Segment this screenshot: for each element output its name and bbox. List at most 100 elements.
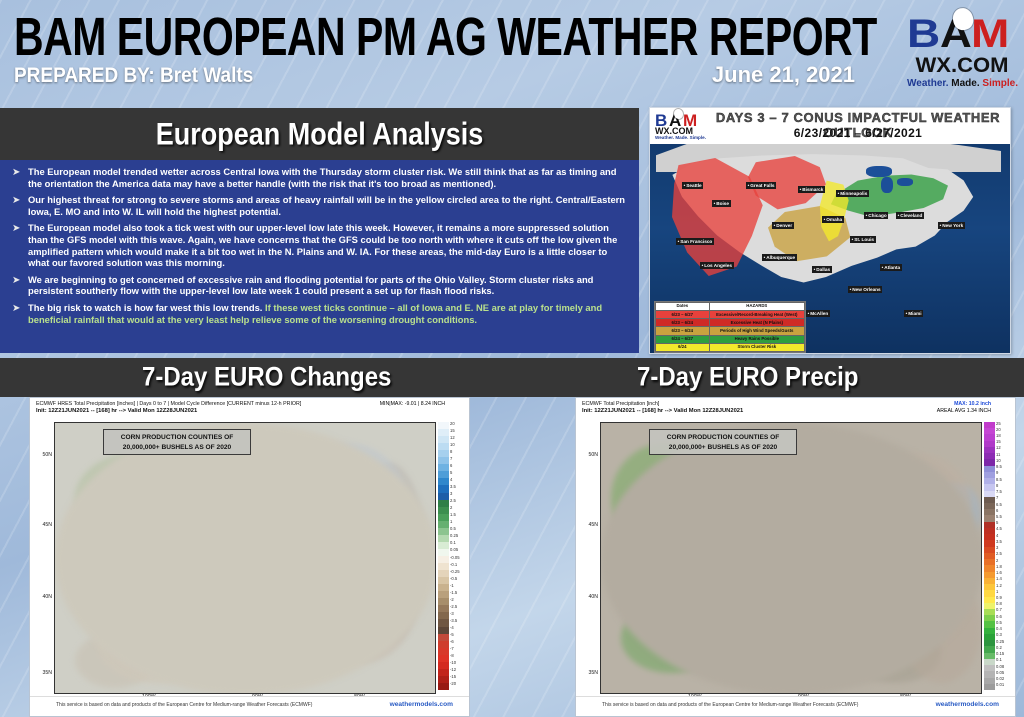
- legend-row: 6/23 – 6/27 Excessive/Record-Breaking Hea…: [655, 310, 806, 320]
- colorbar-tick-label: 9: [996, 470, 999, 476]
- colorbar-tick-label: 3: [996, 545, 999, 551]
- legend-col-dates: Dates: [655, 301, 710, 312]
- colorbar-swatch: [984, 446, 995, 454]
- colorbar-swatch: [438, 548, 449, 557]
- colorbar-tick-label: 18: [996, 432, 1001, 438]
- colorbar-swatch: [438, 577, 449, 585]
- colorbar-tick-label: 4.5: [996, 526, 1002, 532]
- colorbar-tick-label: -0.1: [450, 561, 458, 567]
- left-map-plot-area: CORN PRODUCTION COUNTIES OF 20,000,000+ …: [54, 422, 436, 694]
- colorbar-tick-label: -2.5: [450, 603, 458, 609]
- colorbar-tick-label: 11: [996, 451, 1001, 457]
- colorbar-tick-label: 15: [450, 427, 455, 433]
- colorbar-swatch: [984, 627, 995, 635]
- colorbar-tick-label: 1.6: [996, 570, 1002, 576]
- colorbar-tick-label: 0.7: [996, 607, 1002, 613]
- left-corn-production-box: CORN PRODUCTION COUNTIES OF 20,000,000+ …: [103, 429, 251, 455]
- colorbar-swatch: [438, 570, 449, 578]
- colorbar-swatch: [438, 422, 449, 430]
- bullet-arrow-icon: ➤: [12, 274, 21, 286]
- colorbar-swatch: [438, 640, 449, 649]
- conus-logo-m: M: [683, 111, 698, 130]
- colorbar-tick-label: 1.5: [450, 512, 456, 518]
- colorbar-swatch: [984, 671, 995, 678]
- right-map-source-link[interactable]: weathermodels.com: [935, 701, 999, 708]
- conus-outlook-dates: 6/23/2021 – 6/27/2021: [793, 126, 923, 140]
- colorbar-swatch: [438, 563, 449, 571]
- colorbar-tick-label: 0.15: [996, 651, 1005, 657]
- colorbar-swatch: [984, 584, 995, 591]
- colorbar-tick-label: 4: [996, 532, 999, 538]
- city-label: McAllen: [806, 310, 830, 317]
- colorbar-swatch: [984, 459, 995, 467]
- colorbar-tick-label: -1.5: [450, 589, 458, 595]
- colorbar-swatch: [984, 621, 995, 629]
- colorbar-swatch: [438, 534, 449, 543]
- colorbar-tick-label: 0.25: [996, 638, 1005, 644]
- colorbar-swatch: [438, 471, 449, 479]
- colorbar-swatch: [438, 619, 449, 627]
- legend-row: 6/23 – 6/24 Excessive Heat (N Plains): [655, 318, 806, 328]
- lat-tick-label: 40N: [588, 594, 598, 600]
- colorbar-swatch: [438, 506, 449, 515]
- legend-hazard-cell: Heavy Rains Possible: [708, 334, 806, 344]
- great-lakes-erie: [897, 178, 913, 186]
- right-map-header-line1: ECMWF Total Precipitation [inch]: [582, 401, 660, 407]
- colorbar-tick-label: 8.5: [996, 476, 1002, 482]
- left-corn-line2: 20,000,000+ BUSHELS AS OF 2020: [122, 443, 232, 451]
- colorbar-tick-label: 2: [450, 505, 453, 511]
- colorbar-swatch: [984, 428, 995, 435]
- city-label: Seattle: [682, 182, 704, 189]
- conus-hazard-legend: Dates HAZARDS 6/23 – 6/27 Excessive/Recor…: [654, 300, 806, 353]
- colorbar-tick-label: 2: [996, 557, 999, 563]
- conus-outlook-title: DAYS 3 – 7 CONUS IMPACTFUL WEATHER OUTLO…: [715, 110, 1001, 140]
- colorbar-swatch: [984, 615, 995, 622]
- colorbar-tick-label: 12: [450, 434, 455, 440]
- colorbar-tick-label: 3: [450, 491, 453, 497]
- left-map-minmax: MIN|MAX: -9.01 | 8.24 INCH: [379, 401, 445, 407]
- colorbar-swatch: [438, 584, 449, 592]
- colorbar-tick-label: 20: [450, 420, 455, 426]
- colorbar-swatch: [438, 520, 449, 529]
- colorbar-swatch: [438, 682, 449, 691]
- colorbar-swatch: [984, 478, 995, 485]
- colorbar-tick-label: -0.25: [450, 568, 460, 574]
- colorbar-tick-label: 9.5: [996, 464, 1002, 470]
- colorbar-swatch: [984, 577, 995, 585]
- colorbar-tick-label: 0.1: [450, 540, 456, 546]
- colorbar-swatch: [984, 646, 995, 653]
- colorbar-swatch: [984, 658, 995, 666]
- colorbar-tick-label: 15: [996, 439, 1001, 445]
- colorbar-tick-label: 0.05: [996, 669, 1005, 675]
- page-title: BAM EUROPEAN PM AG WEATHER REPORT: [14, 6, 877, 67]
- city-label: Los Angeles: [700, 262, 734, 269]
- left-map-lat-axis: 50N 45N 40N 35N: [30, 422, 54, 694]
- euro-changes-map-panel: ECMWF HRES Total Precipitation [inches] …: [29, 397, 470, 717]
- colorbar-tick-label: 0.2: [996, 644, 1002, 650]
- lat-tick-label: 50N: [42, 452, 52, 458]
- colorbar-tick-label: 1: [450, 519, 453, 525]
- colorbar-tick-label: 0.5: [996, 619, 1002, 625]
- colorbar-tick-label: -1: [450, 582, 454, 588]
- colorbar-tick-label: 0.3: [996, 632, 1002, 638]
- conus-map-image: Seattle Boise San Francisco Los Angeles Grea…: [650, 144, 1010, 353]
- euro-precip-map-panel: ECMWF Total Precipitation [inch] Init: 1…: [575, 397, 1016, 717]
- colorbar-tick-label: 0.4: [996, 626, 1002, 632]
- colorbar-tick-label: 8: [996, 482, 999, 488]
- colorbar-swatch: [438, 443, 449, 451]
- colorbar-swatch: [438, 591, 449, 599]
- colorbar-tick-label: -3: [450, 610, 454, 616]
- bamwx-logo: B A M WX.COM Weather. Made. Simple.: [907, 5, 1018, 94]
- right-corn-production-box: CORN PRODUCTION COUNTIES OF 20,000,000+ …: [649, 429, 797, 455]
- lat-tick-label: 45N: [42, 522, 52, 528]
- left-map-source-link[interactable]: weathermodels.com: [389, 701, 453, 708]
- colorbar-swatch: [984, 677, 995, 685]
- colorbar-tick-label: 6: [996, 507, 999, 513]
- colorbar-swatch: [438, 429, 449, 437]
- analysis-bullet: ➤ The big risk to watch is how far west t…: [6, 302, 631, 325]
- bottom-title-bar: 7-Day EURO Changes 7-Day EURO Precip: [0, 358, 1024, 397]
- city-label: New York: [938, 222, 965, 229]
- tagline-weather: Weather.: [907, 78, 949, 89]
- city-label: San Francisco: [676, 238, 714, 245]
- legend-dates-cell: 6/24 – 6/27: [655, 334, 710, 344]
